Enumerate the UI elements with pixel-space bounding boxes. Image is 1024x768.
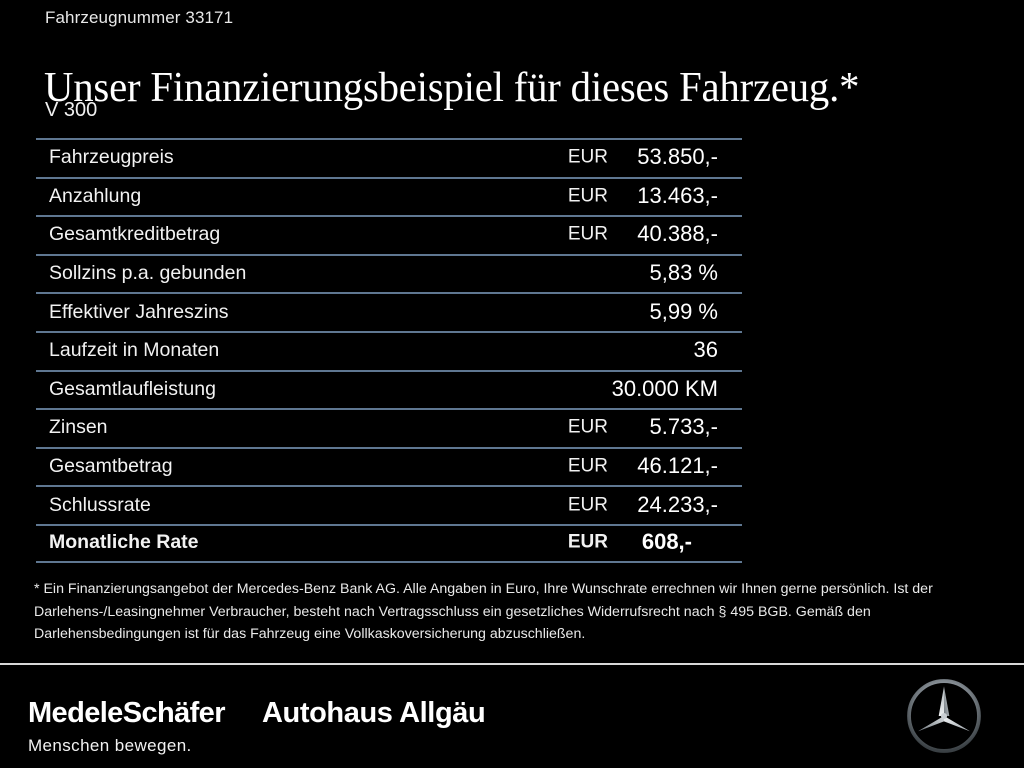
row-currency: EUR [567,455,608,477]
table-row: Gesamtbetrag EUR 46.121,- [36,446,742,486]
footer: MedeleSchäfer Menschen bewegen. Autohaus… [0,665,1024,768]
row-currency: EUR [567,146,608,168]
row-value: 5,99 % [649,298,719,324]
row-label: Schlussrate [49,493,151,516]
second-dealer-name: Autohaus Allgäu [262,697,486,729]
row-currency: EUR [567,494,608,516]
row-currency: EUR [567,417,608,439]
table-row: Fahrzeugpreis EUR 53.850,- [36,138,742,177]
row-label: Zinsen [49,416,108,439]
row-value: 5,83 % [649,260,719,286]
table-row: Zinsen EUR 5.733,- [36,408,742,447]
row-label: Gesamtbetrag [49,455,173,478]
table-row: Schlussrate EUR 24.233,- [36,485,742,524]
dealer-tagline: Menschen bewegen. [28,736,192,755]
row-value: 24.233,- [637,491,718,517]
row-value: 53.850,- [637,144,718,170]
dealer-logo: MedeleSchäfer Menschen bewegen. [28,697,226,756]
row-value: 40.388,- [637,221,718,247]
table-row: Effektiver Jahreszins 5,99 % [36,292,742,331]
row-label: Monatliche Rate [49,531,199,554]
row-currency: EUR [567,224,608,246]
row-currency: EUR [567,531,608,553]
table-row: Sollzins p.a. gebunden 5,83 % [36,253,742,293]
finance-table: Fahrzeugpreis EUR 53.850,- Anzahlung EUR 13.4… [36,138,742,563]
row-value: 36 [693,337,718,363]
row-value: 46.121,- [637,453,718,479]
table-row: Laufzeit in Monaten 36 [36,330,742,370]
table-row: Monatliche Rate EUR 608,- [36,523,742,563]
row-value: 5.733,- [649,414,719,440]
page-title: Unser Finanzierungsbeispiel für dieses F… [44,65,860,112]
footer-divider [0,663,1024,665]
row-value: 13.463,- [637,182,718,208]
row-label: Fahrzeugpreis [49,146,174,169]
row-currency: EUR [567,185,608,207]
row-label: Anzahlung [49,184,142,207]
row-label: Gesamtkreditbetrag [49,223,221,246]
table-row: Gesamtkreditbetrag EUR 40.388,- [36,215,742,254]
row-label: Gesamtlaufleistung [49,377,216,400]
dealer-name: MedeleSchäfer [28,697,226,729]
row-value: 608,- [641,529,692,555]
model-name: V 300 [45,99,98,121]
row-label: Sollzins p.a. gebunden [49,262,247,285]
row-label: Effektiver Jahreszins [49,300,229,323]
mercedes-benz-star-icon [906,678,982,754]
table-row: Anzahlung EUR 13.463,- [36,176,742,216]
vehicle-number: Fahrzeugnummer 33171 [45,8,234,27]
table-row: Gesamtlaufleistung 30.000 KM [36,369,742,409]
footnote-text: * Ein Finanzierungsangebot der Mercedes-… [34,581,933,643]
row-label: Laufzeit in Monaten [49,339,220,362]
row-value: 30.000 KM [611,375,718,401]
